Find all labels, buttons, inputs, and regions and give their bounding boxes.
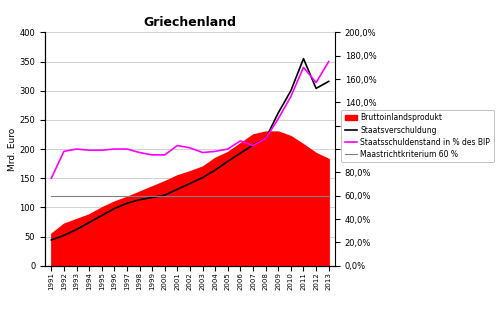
Legend: Bruttoinlandsprodukt, Staatsverschuldung, Staatsschuldenstand in % des BIP, Maas: Bruttoinlandsprodukt, Staatsverschuldung…: [342, 110, 494, 162]
Text: Griechenland: Griechenland: [144, 16, 236, 29]
Y-axis label: Mrd. Euro: Mrd. Euro: [8, 127, 16, 171]
